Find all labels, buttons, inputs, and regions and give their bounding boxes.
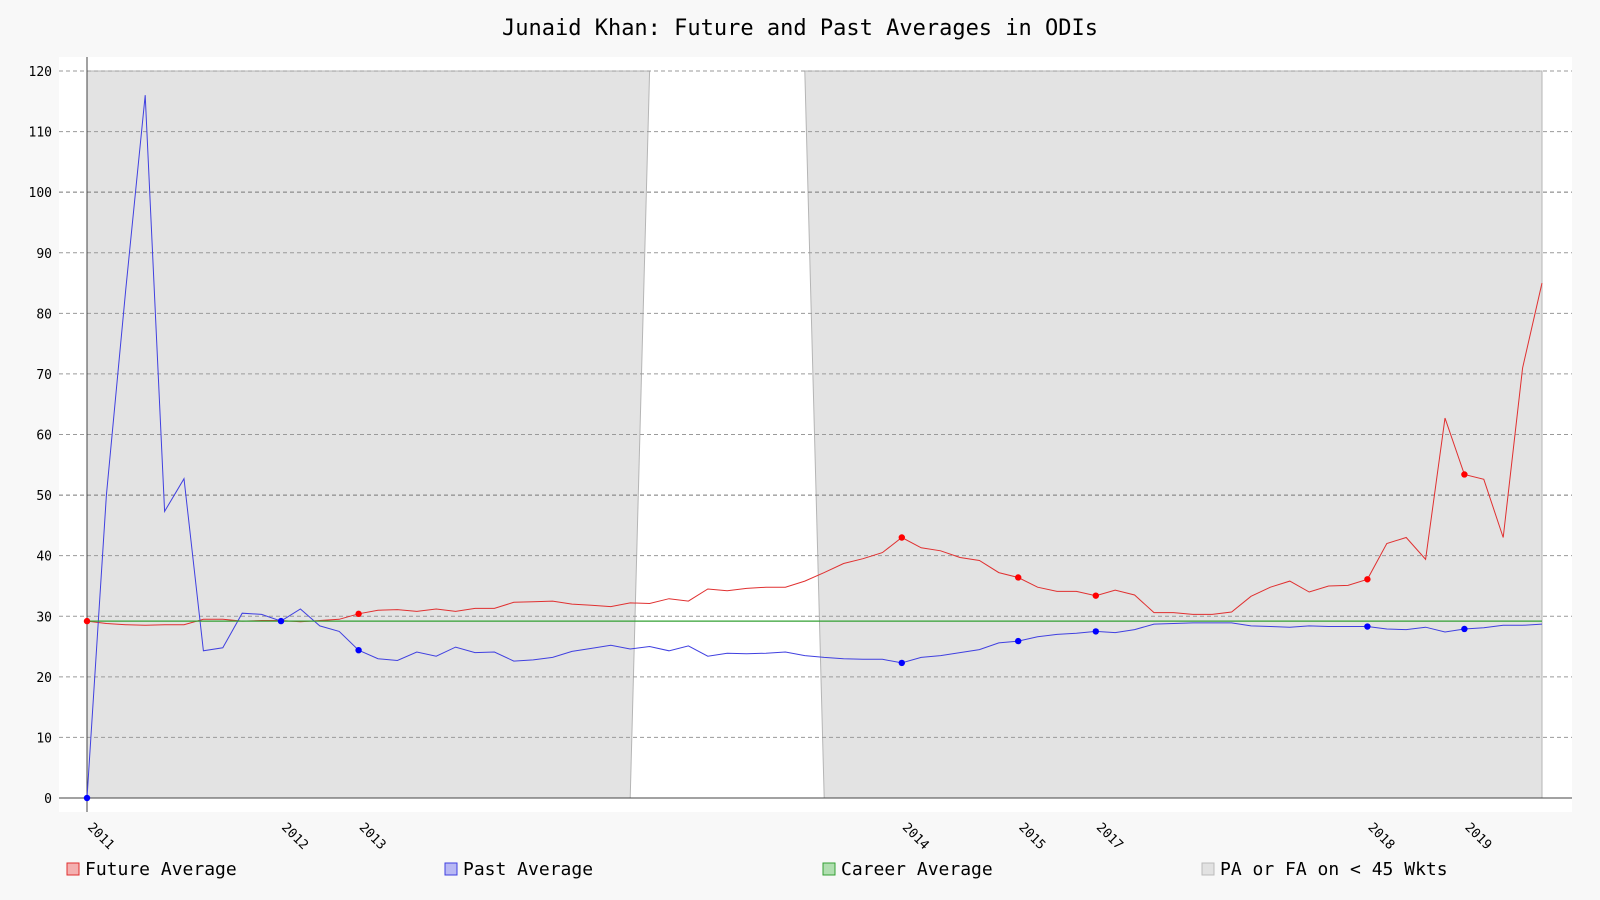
y-tick-label: 60 bbox=[36, 429, 52, 444]
future-average-marker bbox=[1461, 471, 1468, 478]
y-tick-label: 40 bbox=[36, 550, 52, 565]
legend-label-past-average: Past Average bbox=[463, 859, 593, 880]
future-average-marker bbox=[1092, 592, 1100, 599]
future-average-marker bbox=[1364, 576, 1371, 583]
future-average-line bbox=[86, 282, 1543, 626]
past-average-marker bbox=[1461, 625, 1468, 633]
past-average-marker bbox=[355, 646, 362, 654]
future-average-marker bbox=[355, 610, 362, 618]
past-average-marker bbox=[1364, 623, 1371, 630]
legend: Future Average Past Average Career Average… bbox=[66, 859, 1448, 880]
y-tick-label: 100 bbox=[29, 186, 52, 201]
y-tick-label: 90 bbox=[36, 247, 52, 262]
grid-layer bbox=[59, 70, 1572, 738]
y-tick-label: 120 bbox=[29, 65, 52, 80]
y-tick-label: 0 bbox=[44, 792, 52, 807]
future-average-marker bbox=[83, 617, 91, 625]
legend-label-career-average: Career Average bbox=[841, 859, 993, 880]
legend-swatch-future-average bbox=[66, 862, 80, 876]
y-tick-label: 30 bbox=[36, 610, 52, 625]
legend-swatch-pa-or-fa-on-45-wkts bbox=[1201, 862, 1215, 876]
chart-title: Junaid Khan: Future and Past Averages in… bbox=[502, 16, 1098, 41]
y-tick-label: 110 bbox=[29, 126, 52, 141]
past-average-marker bbox=[1092, 628, 1100, 635]
series-layer bbox=[86, 95, 1543, 799]
y-tick-label: 80 bbox=[36, 307, 52, 322]
legend-label-future-average: Future Average bbox=[85, 859, 237, 880]
legend-label-pa-or-fa-on-45-wkts: PA or FA on < 45 Wkts bbox=[1220, 859, 1448, 880]
future-average-marker bbox=[1015, 574, 1022, 581]
past-average-marker bbox=[1015, 637, 1022, 645]
legend-swatch-career-average bbox=[822, 862, 836, 876]
y-tick-label: 50 bbox=[36, 489, 52, 504]
past-average-marker bbox=[277, 617, 285, 625]
y-tick-label: 10 bbox=[36, 731, 52, 746]
y-tick-label: 20 bbox=[36, 671, 52, 686]
past-average-marker bbox=[898, 659, 905, 667]
marker-layer bbox=[83, 471, 1468, 802]
future-average-marker bbox=[898, 534, 905, 541]
legend-swatch-past-average bbox=[444, 862, 458, 876]
past-average-line bbox=[86, 95, 1543, 799]
y-tick-label: 70 bbox=[36, 368, 52, 383]
past-average-marker bbox=[83, 794, 91, 802]
